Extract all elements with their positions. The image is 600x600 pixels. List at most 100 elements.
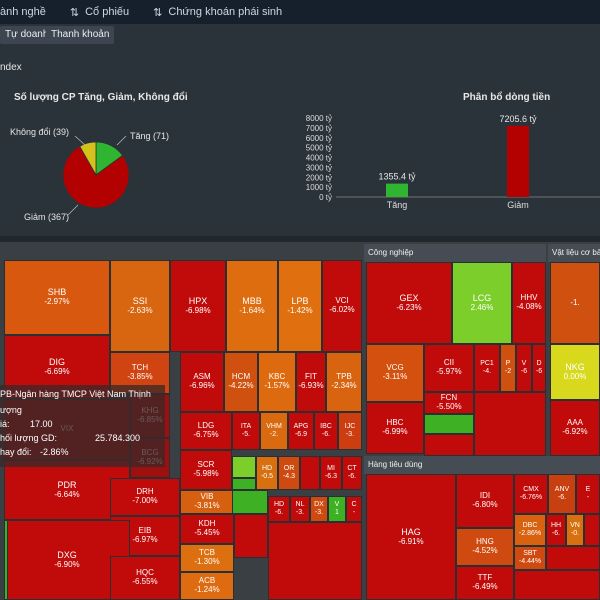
- stock-tile-small[interactable]: [300, 456, 320, 490]
- tab-proprietary[interactable]: Tự doanh: [0, 26, 54, 44]
- y-tick-label: 7000 tỷ: [306, 124, 332, 133]
- stock-ticker: VHM: [266, 423, 282, 431]
- sector-consumer-header[interactable]: Hàng tiêu dùng: [364, 456, 600, 474]
- stock-tile-fcn[interactable]: FCN -5.50%: [424, 392, 474, 414]
- stock-change: -6.90%: [54, 559, 80, 569]
- stock-tile-dbc[interactable]: DBC -2.86%: [514, 514, 546, 546]
- stock-tile-hng[interactable]: HNG -4.52%: [456, 528, 514, 566]
- stock-tile-small[interactable]: [424, 434, 474, 456]
- stock-tile-hd[interactable]: HD -6.: [268, 496, 290, 522]
- stock-tile-pc1[interactable]: PC1 -4.: [474, 344, 500, 392]
- stock-tile-c[interactable]: C-: [346, 496, 362, 522]
- stock-tile-vhm[interactable]: VHM -2.: [260, 412, 288, 450]
- stock-tile-mbb[interactable]: MBB -1.64%: [226, 260, 278, 352]
- stock-ticker: TCB: [199, 548, 215, 558]
- stock-tile-small[interactable]: [514, 570, 600, 600]
- stock-tile-hcm[interactable]: HCM -4.22%: [224, 352, 258, 412]
- stock-tile-ldg[interactable]: LDG -6.75%: [180, 412, 232, 450]
- stock-tile-pdr[interactable]: PDR -6.64%: [4, 460, 130, 520]
- stock-change: -4.52%: [472, 546, 498, 555]
- stock-tile-aaa[interactable]: AAA -6.92%: [550, 400, 600, 456]
- sector-industrial-header[interactable]: Công nghiệp: [364, 244, 546, 262]
- stock-tile-small[interactable]: [234, 514, 268, 558]
- stock-tile-hpx[interactable]: HPX -6.98%: [170, 260, 226, 352]
- stock-tile-small[interactable]: [4, 520, 8, 600]
- stock-tile-hag[interactable]: HAG -6.91%: [366, 474, 456, 600]
- nav-derivatives[interactable]: ⇅ Chứng khoán phái sinh: [153, 6, 282, 19]
- stock-tile-sbt[interactable]: SBT -4.44%: [514, 546, 546, 570]
- stock-tile-[interactable]: -1.: [550, 262, 600, 344]
- stock-tile-ct[interactable]: CT -6.: [342, 456, 362, 490]
- stock-tile-ita[interactable]: ITA -5.: [232, 412, 260, 450]
- stock-tile-vn[interactable]: VN -0.: [566, 514, 584, 546]
- stock-tile-small[interactable]: [232, 478, 256, 490]
- tab-liquidity[interactable]: Thanh khoản: [46, 26, 115, 44]
- stock-tile-tpb[interactable]: TPB -2.34%: [326, 352, 362, 412]
- stock-tile-mi[interactable]: MI -6.3: [320, 456, 342, 490]
- stock-tile-hbc[interactable]: HBC -6.99%: [366, 402, 424, 454]
- stock-tile-p[interactable]: P -2: [500, 344, 516, 392]
- stock-tile-small[interactable]: [232, 490, 268, 514]
- bar-Tăng[interactable]: [386, 183, 408, 197]
- stock-tile-dxg[interactable]: DXG -6.90%: [4, 520, 130, 600]
- stock-tile-hh[interactable]: HH -6.: [546, 514, 566, 546]
- stock-tile-lcg[interactable]: LCG 2.46%: [452, 262, 512, 344]
- stock-tile-scr[interactable]: SCR -5.98%: [180, 450, 232, 490]
- stock-tile-or[interactable]: OR -4.3: [278, 456, 300, 490]
- stock-tile-cmx[interactable]: CMX -6.76%: [514, 474, 548, 514]
- stock-tile-small[interactable]: [546, 546, 600, 570]
- stock-change: -6.02%: [329, 305, 355, 314]
- stock-tile-vib[interactable]: VIB -3.81%: [180, 490, 234, 514]
- pie-slice-Không đổi[interactable]: [79, 141, 97, 177]
- stock-tile-ssi[interactable]: SSI -2.63%: [110, 260, 170, 352]
- stock-tile-d[interactable]: D -6: [532, 344, 546, 392]
- stock-tile-apg[interactable]: APG -6.9: [288, 412, 314, 450]
- stock-tile-nl[interactable]: NL -3.: [290, 496, 310, 522]
- stock-tile-e[interactable]: E-: [576, 474, 600, 514]
- stock-tile-idi[interactable]: IDI -6.80%: [456, 474, 514, 528]
- stock-tile-vci[interactable]: VCI -6.02%: [322, 260, 362, 352]
- stock-tile-small[interactable]: [424, 414, 474, 434]
- stock-tile-fit[interactable]: FIT -6.93%: [296, 352, 326, 412]
- stock-tile-hhv[interactable]: HHV -4.08%: [512, 262, 546, 344]
- stock-tile-kbc[interactable]: KBC -1.57%: [258, 352, 296, 412]
- stock-tile-dx[interactable]: DX -3.: [310, 496, 328, 522]
- tooltip-change-value: -2.86%: [40, 447, 69, 457]
- stock-tile-cii[interactable]: CII -5.97%: [424, 344, 474, 392]
- stock-tile-anv[interactable]: ANV -6.: [548, 474, 576, 514]
- stock-ticker: PDR: [57, 479, 77, 490]
- stock-tile-kdh[interactable]: KDH -5.45%: [180, 514, 234, 544]
- stock-change: -1.: [570, 297, 580, 307]
- stock-change: -4.: [482, 368, 492, 375]
- stock-tile-small[interactable]: [232, 456, 256, 478]
- stock-change: -: [352, 509, 356, 516]
- stock-ticker: CMX: [523, 486, 539, 494]
- stock-tile-gex[interactable]: GEX -6.23%: [366, 262, 452, 344]
- sector-materials-header[interactable]: Vật liệu cơ bả: [548, 244, 600, 262]
- stock-tile-hd[interactable]: HD -0.5: [256, 456, 278, 490]
- stock-tile-vcg[interactable]: VCG -3.11%: [366, 344, 424, 402]
- nav-industry[interactable]: ành nghề: [0, 6, 46, 18]
- stock-tile-asm[interactable]: ASM -6.96%: [180, 352, 224, 412]
- stock-tile-hqc[interactable]: HQC -6.55%: [110, 556, 180, 600]
- stock-tile-tcb[interactable]: TCB -1.30%: [180, 544, 234, 572]
- stock-tile-v[interactable]: V -6: [516, 344, 532, 392]
- stock-tile-acb[interactable]: ACB -1.24%: [180, 572, 234, 600]
- y-tick-label: 0 tỷ: [319, 193, 332, 202]
- bar-Giảm[interactable]: [507, 125, 529, 197]
- stock-tile-small[interactable]: [474, 392, 546, 456]
- y-tick-label: 2000 tỷ: [306, 173, 332, 182]
- stock-tile-shb[interactable]: SHB -2.97%: [4, 260, 110, 335]
- stock-tile-ibc[interactable]: IBC -6.: [314, 412, 338, 450]
- stock-tile-ttf[interactable]: TTF -6.49%: [456, 566, 514, 600]
- nav-stocks[interactable]: ⇅ Cổ phiếu: [70, 6, 129, 19]
- stock-tile-ijc[interactable]: IJC -3.: [338, 412, 362, 450]
- stock-tile-lpb[interactable]: LPB -1.42%: [278, 260, 322, 352]
- stock-tile-small[interactable]: [584, 514, 600, 546]
- stock-tile-nkg[interactable]: NKG 0.00%: [550, 344, 600, 400]
- stock-tile-small[interactable]: [268, 522, 362, 600]
- stock-tile-drh[interactable]: DRH -7.00%: [110, 478, 180, 516]
- pie-slice-Giảm[interactable]: [62, 145, 130, 209]
